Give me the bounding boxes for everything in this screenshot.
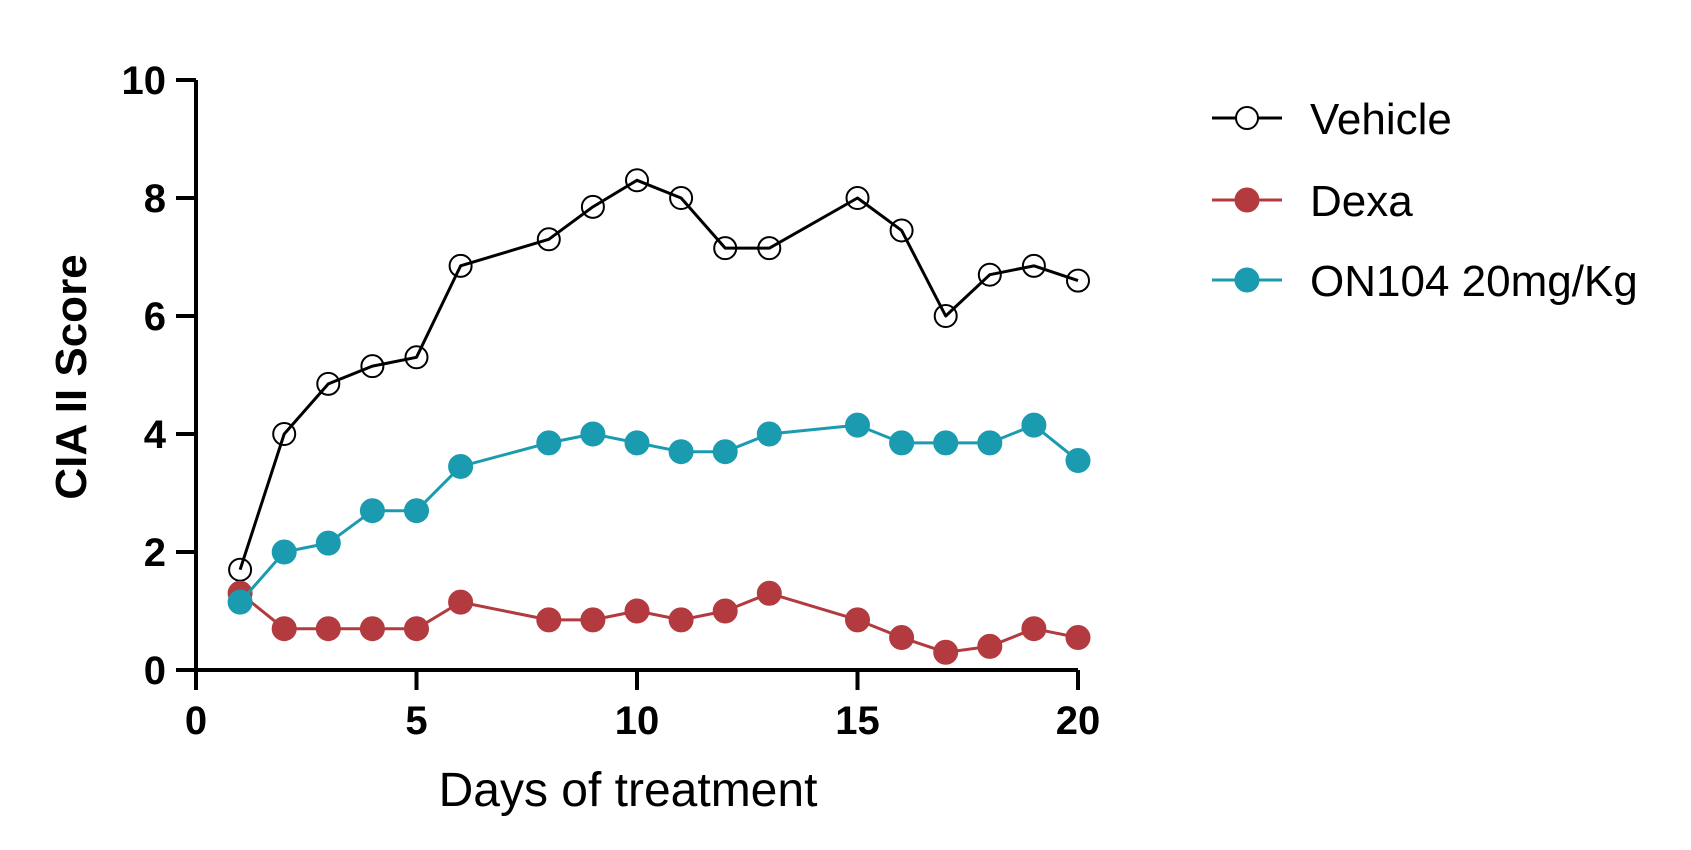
data-point [536,430,562,456]
legend-item: Dexa [1212,177,1413,226]
legend: Vehicle Dexa ON104 20mg/Kg [1212,95,1638,306]
legend-label: ON104 20mg/Kg [1310,257,1638,306]
data-point [1021,616,1047,642]
data-point [404,498,429,524]
data-point [316,371,341,396]
y-tick-label: 0 [144,649,166,693]
series-3 [227,412,1091,615]
y-tick-label: 6 [144,295,166,339]
y-axis-title: CIA II Score [47,254,96,499]
data-point [712,598,738,624]
data-point [448,253,473,278]
data-point [889,625,915,651]
data-point [359,616,385,642]
data-point [933,430,959,456]
data-point [713,236,738,261]
data-point [1066,268,1090,293]
legend-marker [1234,187,1260,213]
data-point [1021,253,1046,278]
data-point [668,607,694,633]
data-point [271,539,297,565]
data-point [580,194,605,219]
x-tick-label: 0 [185,699,207,743]
data-point [448,589,474,615]
legend-label: Vehicle [1310,95,1452,144]
data-point [889,430,915,456]
legend-marker [1235,106,1259,130]
data-point [757,236,782,261]
x-tick-label: 10 [615,699,660,743]
data-point [977,262,1002,287]
x-tick-label: 5 [405,699,427,743]
data-point [359,498,385,524]
data-point [228,557,253,582]
data-point [227,589,253,615]
data-point [712,439,738,465]
x-ticks: 0 5 10 15 20 [185,670,1100,743]
data-point [756,580,782,606]
x-tick-label: 15 [835,699,880,743]
legend-item: ON104 20mg/Kg [1212,257,1638,306]
data-point [756,421,782,447]
y-tick-label: 2 [144,531,166,575]
data-point [536,227,561,252]
data-point [1021,412,1047,438]
data-point [933,304,958,328]
legend-item: Vehicle [1212,95,1452,144]
series-2 [227,580,1091,665]
data-point [536,607,562,633]
data-point [977,633,1003,659]
data-point [1065,448,1091,474]
legend-label: Dexa [1310,177,1413,226]
y-tick-label: 10 [122,59,167,103]
data-point [271,616,297,642]
data-point [845,607,870,633]
data-point [1065,625,1091,651]
data-point [580,421,606,447]
series-1 [228,168,1090,582]
data-point [448,453,474,479]
y-ticks: 0 2 4 6 8 10 [122,59,196,693]
data-point [668,439,694,465]
data-point [933,639,959,665]
data-point [624,430,650,456]
x-tick-label: 20 [1056,699,1101,743]
data-point [845,412,870,438]
data-point [404,345,429,370]
data-point [625,168,649,193]
data-point [315,530,341,556]
data-point [889,218,914,243]
x-axis-title: Days of treatment [439,764,818,817]
axes: 0 2 4 6 8 10 0 5 10 15 20 [122,59,1101,743]
data-point [404,616,429,642]
data-point [580,607,606,633]
data-point [315,616,341,642]
data-point [669,186,694,210]
series-layer [227,168,1091,665]
data-point [977,430,1003,456]
data-point [272,422,297,446]
data-point [360,354,385,379]
data-point [624,598,650,624]
y-tick-label: 8 [144,177,166,221]
legend-marker [1234,267,1260,293]
data-point [845,186,870,210]
y-tick-label: 4 [144,413,167,457]
